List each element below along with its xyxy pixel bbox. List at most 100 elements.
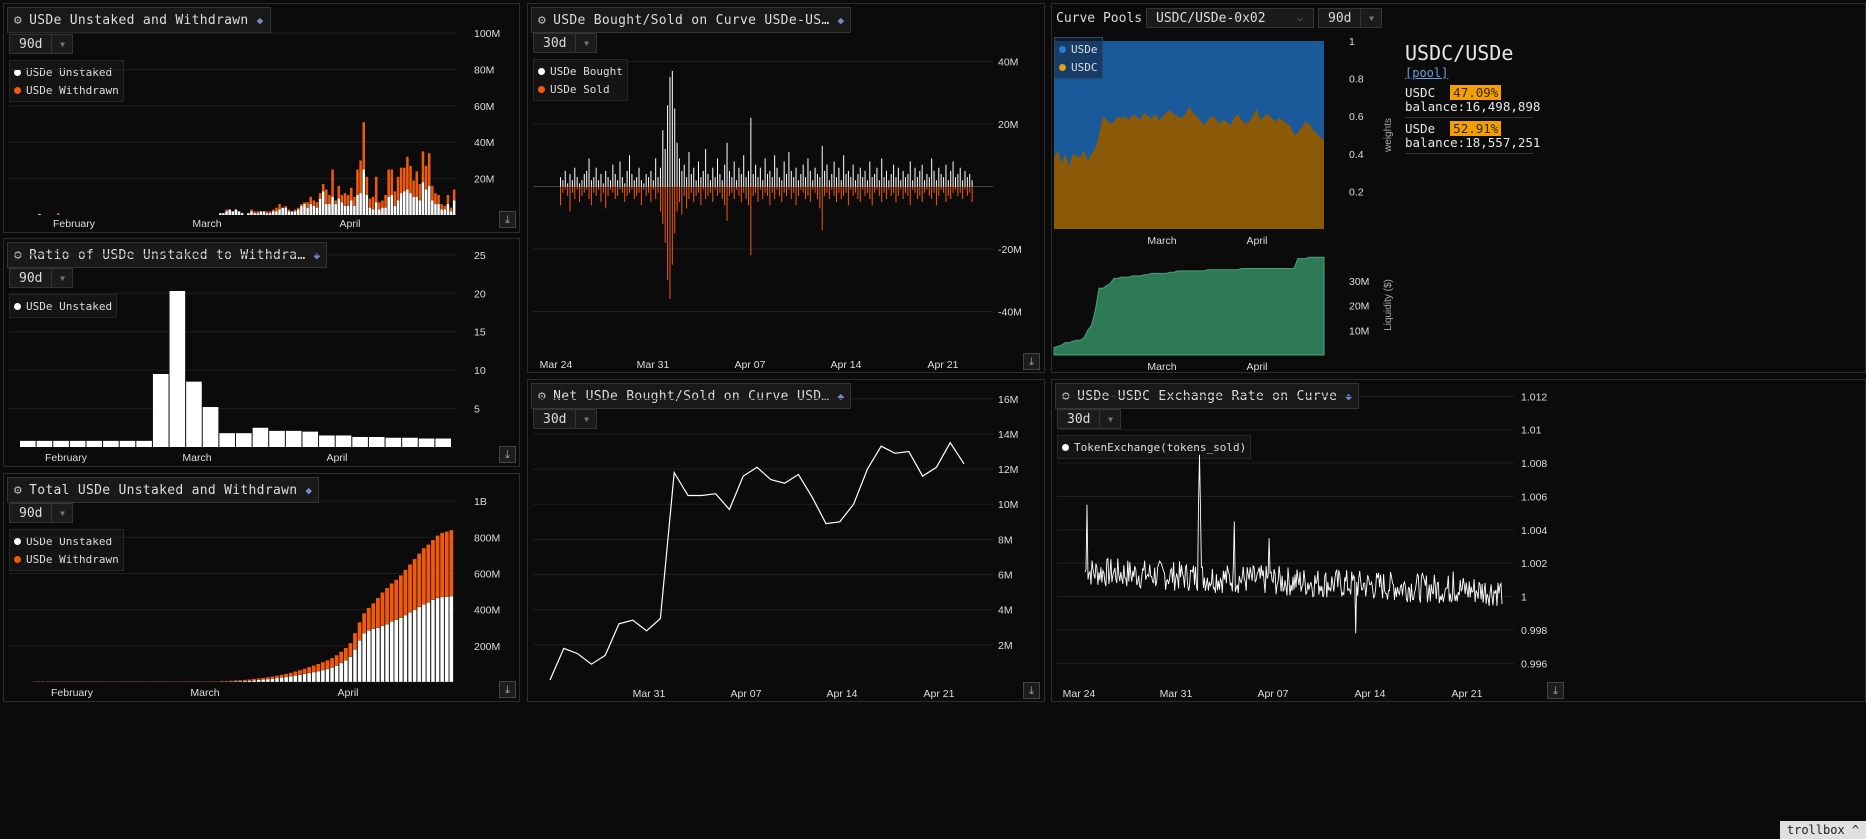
y-tick-label: 2M xyxy=(998,640,1013,652)
bar-unstaked xyxy=(268,213,272,215)
legend-item[interactable]: USDe Bought xyxy=(538,62,623,80)
legend-item[interactable]: USDe xyxy=(1059,40,1098,58)
range-select[interactable]: 30d ▼ xyxy=(533,409,598,429)
gear-icon[interactable]: ⚙ xyxy=(538,388,547,404)
download-icon[interactable]: ⤓ xyxy=(1547,682,1564,699)
bar-bought xyxy=(714,177,716,187)
legend-item[interactable]: USDe Sold xyxy=(538,80,623,98)
bar-unstaked xyxy=(366,630,371,683)
bar-sold xyxy=(916,186,918,199)
y-tick-label: 30M xyxy=(1349,276,1369,288)
bar-withdrawn xyxy=(440,204,443,210)
gear-icon[interactable]: ⚙ xyxy=(538,12,547,28)
legend-item[interactable]: USDe Unstaked xyxy=(14,297,112,315)
legend-item[interactable]: USDe Unstaked xyxy=(14,63,119,81)
bar-withdrawn xyxy=(151,681,156,682)
bar-sold xyxy=(857,186,859,199)
pool-link[interactable]: [pool] xyxy=(1405,66,1449,80)
bar-withdrawn xyxy=(359,160,362,194)
bar-bought xyxy=(726,142,728,187)
bar-bought xyxy=(738,167,740,187)
bar-withdrawn xyxy=(431,540,435,600)
gear-icon[interactable]: ⚙ xyxy=(14,12,23,28)
download-icon[interactable]: ⤓ xyxy=(499,681,516,698)
bar-bought xyxy=(859,167,861,187)
bar-sold xyxy=(959,186,961,193)
sort-icon[interactable]: ◆ xyxy=(1345,389,1353,403)
bar-sold xyxy=(935,186,937,206)
download-icon[interactable]: ⤓ xyxy=(1023,353,1040,370)
legend-item[interactable]: USDe Withdrawn xyxy=(14,81,119,99)
download-icon[interactable]: ⤓ xyxy=(1023,682,1040,699)
sort-icon[interactable]: ◆ xyxy=(305,483,313,497)
sort-icon[interactable]: ◆ xyxy=(837,389,845,403)
bar-sold xyxy=(681,186,683,215)
bar-sold xyxy=(574,186,576,199)
bar-bought xyxy=(657,177,659,187)
sort-icon[interactable]: ◆ xyxy=(256,13,264,27)
bar-unstaked xyxy=(307,672,312,683)
bar-unstaked xyxy=(437,204,440,215)
x-tick-label: Mar 24 xyxy=(1063,688,1096,700)
orange-dot-icon xyxy=(14,555,21,563)
bar-withdrawn xyxy=(272,209,275,212)
bar-bought xyxy=(905,177,906,187)
bar-ratio xyxy=(202,407,219,447)
bar-bought xyxy=(931,158,933,187)
legend: USDe USDC xyxy=(1054,37,1103,79)
range-select[interactable]: 90d ▼ xyxy=(9,34,74,54)
range-select[interactable]: 90d ▼ xyxy=(9,503,74,523)
bar-sold xyxy=(871,186,873,206)
gear-icon[interactable]: ⚙ xyxy=(1062,388,1071,404)
x-tick-label: March xyxy=(192,218,221,230)
bar-bought xyxy=(940,174,942,187)
legend-item[interactable]: TokenExchange(tokens_sold) xyxy=(1062,438,1246,456)
bar-sold xyxy=(940,186,942,190)
legend-item[interactable]: USDC xyxy=(1059,58,1098,76)
bar-withdrawn xyxy=(443,205,447,210)
bar-unstaked xyxy=(234,209,238,215)
bar-unstaked xyxy=(312,205,316,215)
panel-title: USDe-USDC Exchange Rate on Curve xyxy=(1077,388,1338,404)
bar-bought xyxy=(843,155,845,187)
sort-icon[interactable]: ◆ xyxy=(313,248,321,262)
legend-item[interactable]: USDe Unstaked xyxy=(14,532,119,550)
bar-sold xyxy=(802,186,804,193)
bar-withdrawn xyxy=(265,211,269,214)
bar-unstaked xyxy=(334,204,337,215)
bar-unstaked xyxy=(293,211,297,215)
gear-icon[interactable]: ⚙ xyxy=(14,482,23,498)
range-select[interactable]: 30d ▼ xyxy=(1057,409,1122,429)
bar-withdrawn xyxy=(169,681,174,682)
bar-withdrawn xyxy=(41,681,45,682)
bar-unstaked xyxy=(320,669,325,683)
bar-sold xyxy=(560,186,561,206)
bar-unstaked xyxy=(443,209,447,215)
bar-unstaked xyxy=(384,207,387,215)
y-tick-label: 600M xyxy=(474,569,500,581)
bar-withdrawn xyxy=(399,167,403,194)
bar-withdrawn xyxy=(412,559,417,610)
bar-unstaked xyxy=(412,609,417,683)
bar-unstaked xyxy=(403,614,408,683)
bar-bought xyxy=(605,170,607,187)
download-icon[interactable]: ⤓ xyxy=(499,211,516,228)
range-select[interactable]: 30d ▼ xyxy=(533,33,598,53)
y-tick-label: 6M xyxy=(998,570,1013,582)
gear-icon[interactable]: ⚙ xyxy=(14,247,23,263)
usde-name: USDe xyxy=(1405,121,1436,136)
trollbox-button[interactable]: trollbox ^ xyxy=(1780,821,1866,839)
bar-bought xyxy=(567,183,569,187)
pool-select[interactable]: USDC/USDe-0x02 ⌵ xyxy=(1146,8,1314,28)
range-select[interactable]: 90d ▼ xyxy=(1318,8,1383,28)
legend-item[interactable]: USDe Withdrawn xyxy=(14,550,119,568)
bar-sold xyxy=(676,186,678,212)
sort-icon[interactable]: ◆ xyxy=(837,13,845,27)
x-tick-label: March xyxy=(1147,235,1176,247)
bar-sold xyxy=(905,186,906,193)
y-tick-label: 0.6 xyxy=(1349,111,1364,123)
bar-sold xyxy=(709,186,711,193)
range-select[interactable]: 90d ▼ xyxy=(9,268,74,288)
bar-sold xyxy=(812,186,814,190)
download-icon[interactable]: ⤓ xyxy=(499,446,516,463)
